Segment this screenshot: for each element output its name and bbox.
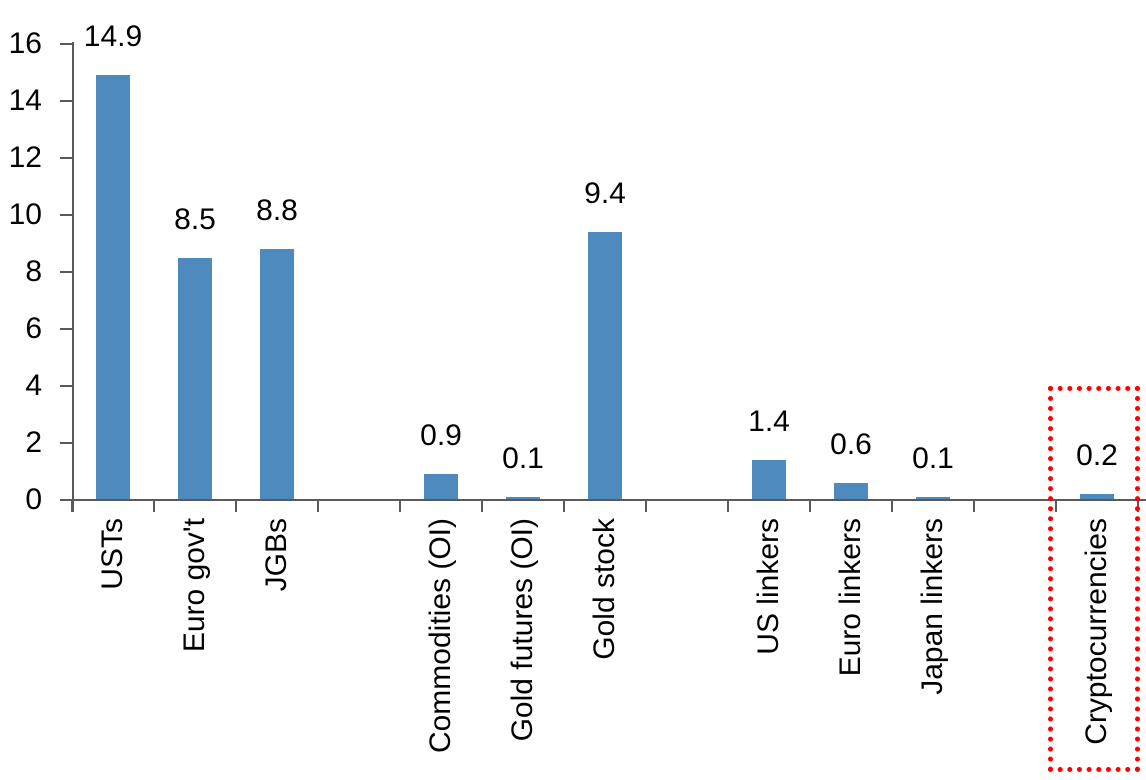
x-axis-label: Euro gov't xyxy=(178,518,211,653)
y-axis-tick-label: 8 xyxy=(25,255,42,288)
x-axis-label: Gold futures (OI) xyxy=(506,518,539,742)
bar-value-label: 0.9 xyxy=(420,419,462,452)
x-axis-tick xyxy=(481,500,483,512)
bar-JGBs xyxy=(260,249,294,500)
y-axis-tick xyxy=(60,328,72,330)
y-axis-tick xyxy=(60,100,72,102)
x-axis-tick xyxy=(727,500,729,512)
y-axis-tick xyxy=(60,43,72,45)
y-axis-tick-label: 16 xyxy=(8,27,42,60)
bar-value-label: 0.1 xyxy=(502,442,544,475)
x-axis-tick xyxy=(891,500,893,512)
y-axis-tick-label: 6 xyxy=(25,312,42,345)
bar-Gold stock xyxy=(588,232,622,500)
y-axis-tick-label: 0 xyxy=(25,483,42,516)
x-axis-tick xyxy=(973,500,975,512)
bar-Japan linkers xyxy=(916,497,950,500)
bar-value-label: 9.4 xyxy=(584,177,626,210)
y-axis-tick-label: 14 xyxy=(8,84,42,117)
y-axis-tick-label: 12 xyxy=(8,141,42,174)
x-axis-label: Commodities (OI) xyxy=(424,518,457,754)
highlight-box xyxy=(1048,386,1140,772)
x-axis-tick xyxy=(153,500,155,512)
bar-value-label: 0.6 xyxy=(830,428,872,461)
bar-USTs xyxy=(96,75,130,500)
bar-value-label: 0.1 xyxy=(912,442,954,475)
bar-Commodities (OI) xyxy=(424,474,458,500)
y-axis-tick xyxy=(60,214,72,216)
x-axis-label: Gold stock xyxy=(588,518,621,660)
bar-US linkers xyxy=(752,460,786,500)
bar-Cryptocurrencies xyxy=(1080,494,1114,500)
x-axis-label: Japan linkers xyxy=(916,518,949,695)
y-axis-line xyxy=(72,42,74,512)
x-axis-tick xyxy=(317,500,319,512)
x-axis-tick xyxy=(71,500,73,512)
bar-Euro linkers xyxy=(834,483,868,500)
bar-value-label: 1.4 xyxy=(748,405,790,438)
y-axis-tick-label: 2 xyxy=(25,426,42,459)
y-axis-tick xyxy=(60,157,72,159)
bar-Gold futures (OI) xyxy=(506,497,540,500)
bar-value-label: 8.5 xyxy=(174,203,216,236)
bar-value-label: 8.8 xyxy=(256,194,298,227)
x-axis-tick xyxy=(235,500,237,512)
bar-value-label: 14.9 xyxy=(83,20,143,53)
y-axis-tick-label: 4 xyxy=(25,369,42,402)
x-axis-line xyxy=(60,499,1146,501)
y-axis-tick xyxy=(60,385,72,387)
x-axis-label: USTs xyxy=(96,518,129,590)
y-axis-tick xyxy=(60,442,72,444)
y-axis-tick-label: 10 xyxy=(8,198,42,231)
x-axis-label: JGBs xyxy=(260,518,293,592)
x-axis-tick xyxy=(563,500,565,512)
bar-value-label: 0.2 xyxy=(1076,439,1118,472)
x-axis-tick xyxy=(809,500,811,512)
x-axis-tick xyxy=(645,500,647,512)
x-axis-label: Euro linkers xyxy=(834,518,867,677)
x-axis-tick xyxy=(1055,500,1057,512)
x-axis-label: US linkers xyxy=(752,518,785,655)
bar-Euro gov't xyxy=(178,258,212,500)
x-axis-tick xyxy=(399,500,401,512)
y-axis-tick xyxy=(60,271,72,273)
